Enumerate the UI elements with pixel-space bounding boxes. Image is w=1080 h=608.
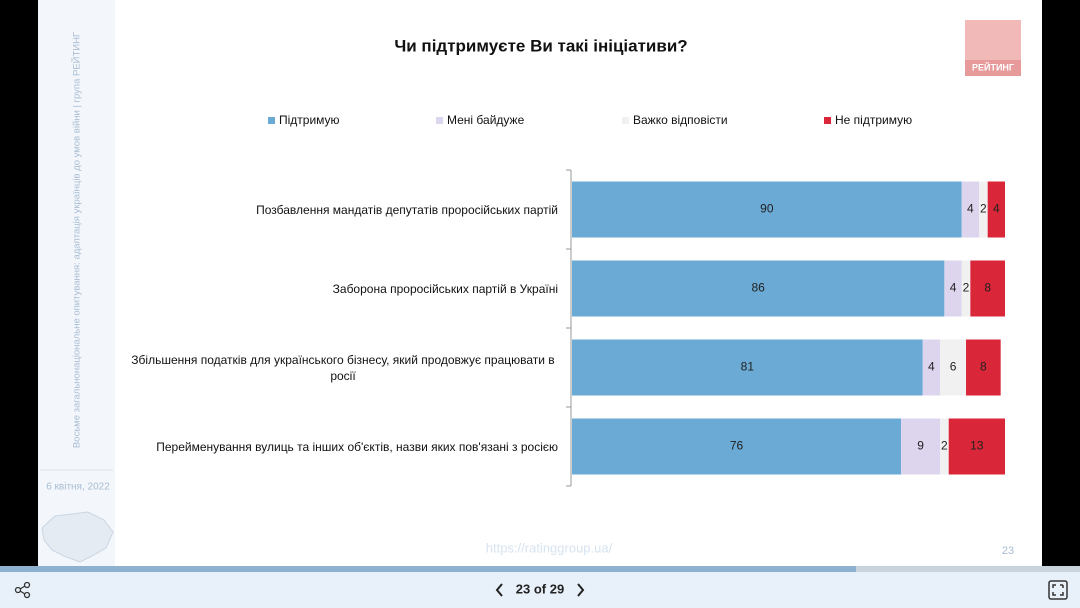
- legend-label: Мені байдуже: [447, 113, 525, 127]
- bar-segment: [940, 418, 949, 475]
- value-label: 2: [980, 202, 987, 216]
- value-label: 4: [967, 202, 974, 216]
- toolbar: [0, 572, 1080, 608]
- value-label: 86: [752, 281, 766, 295]
- value-label: 2: [941, 439, 948, 453]
- progress-fill: [0, 566, 856, 572]
- category-label: Заборона проросійських партій в Україні: [332, 281, 558, 296]
- value-label: 13: [970, 439, 984, 453]
- bar-segment: [961, 181, 980, 238]
- bar-segment: [572, 181, 962, 238]
- next-button[interactable]: [577, 583, 585, 597]
- value-label: 2: [963, 281, 970, 295]
- category-label-box: Заборона проросійських партій в Україні: [128, 249, 558, 328]
- legend-label: Важко відповісти: [633, 113, 728, 127]
- bar-segment: [572, 418, 902, 475]
- bar-segment: [979, 181, 988, 238]
- value-label: 4: [928, 360, 935, 374]
- logo-band: [965, 60, 1021, 76]
- map-icon: [41, 511, 114, 563]
- value-label: 81: [741, 360, 755, 374]
- category-label: Позбавлення мандатів депутатів проросійс…: [256, 202, 558, 217]
- value-label: 4: [950, 281, 957, 295]
- prev-button[interactable]: [495, 583, 503, 597]
- legend-swatch: [436, 117, 443, 124]
- page-indicator: 23 of 29: [516, 581, 564, 596]
- value-label: 4: [993, 202, 1000, 216]
- bar-segment: [944, 260, 962, 317]
- fullscreen-button[interactable]: [1048, 580, 1068, 600]
- legend-swatch: [824, 117, 831, 124]
- value-label: 6: [950, 360, 957, 374]
- bar-segment: [966, 339, 1001, 396]
- category-label-box: Позбавлення мандатів депутатів проросійс…: [128, 170, 558, 249]
- category-label-box: Збільшення податків для українського біз…: [128, 328, 558, 407]
- chart-title: Чи підтримуєте Ви такі ініціативи?: [394, 36, 687, 55]
- legend-swatch: [268, 117, 275, 124]
- category-label: Перейменування вулиць та інших об'єктів,…: [156, 439, 558, 454]
- bar-segment: [970, 260, 1005, 317]
- sidebar-caption: Восьме загальнонаціональне опитування: а…: [71, 32, 83, 448]
- category-label-box: Перейменування вулиць та інших об'єктів,…: [128, 407, 558, 486]
- bar-segment: [572, 339, 923, 396]
- legend-label: Підтримую: [279, 113, 340, 127]
- value-label: 9: [917, 439, 924, 453]
- value-label: 8: [984, 281, 991, 295]
- page-number: 23: [1002, 545, 1014, 557]
- bar-segment: [572, 260, 945, 317]
- share-button[interactable]: [14, 581, 31, 599]
- bar-segment: [948, 418, 1005, 475]
- legend-swatch: [622, 117, 629, 124]
- bar-segment: [940, 339, 967, 396]
- sidebar: [38, 0, 115, 566]
- sidebar-date: 6 квітня, 2022: [46, 482, 110, 493]
- bar-segment: [987, 181, 1005, 238]
- bar-segment: [901, 418, 941, 475]
- value-label: 90: [760, 202, 774, 216]
- logo-text: РЕЙТИНГ: [972, 61, 1014, 72]
- value-label: 76: [730, 439, 744, 453]
- category-label: Збільшення податків для українського біз…: [131, 352, 555, 383]
- bar-segment: [922, 339, 941, 396]
- footer-url: https://ratinggroup.ua/: [486, 540, 613, 555]
- legend-label: Не підтримую: [835, 113, 912, 127]
- bar-segment: [961, 260, 971, 317]
- value-label: 8: [980, 360, 987, 374]
